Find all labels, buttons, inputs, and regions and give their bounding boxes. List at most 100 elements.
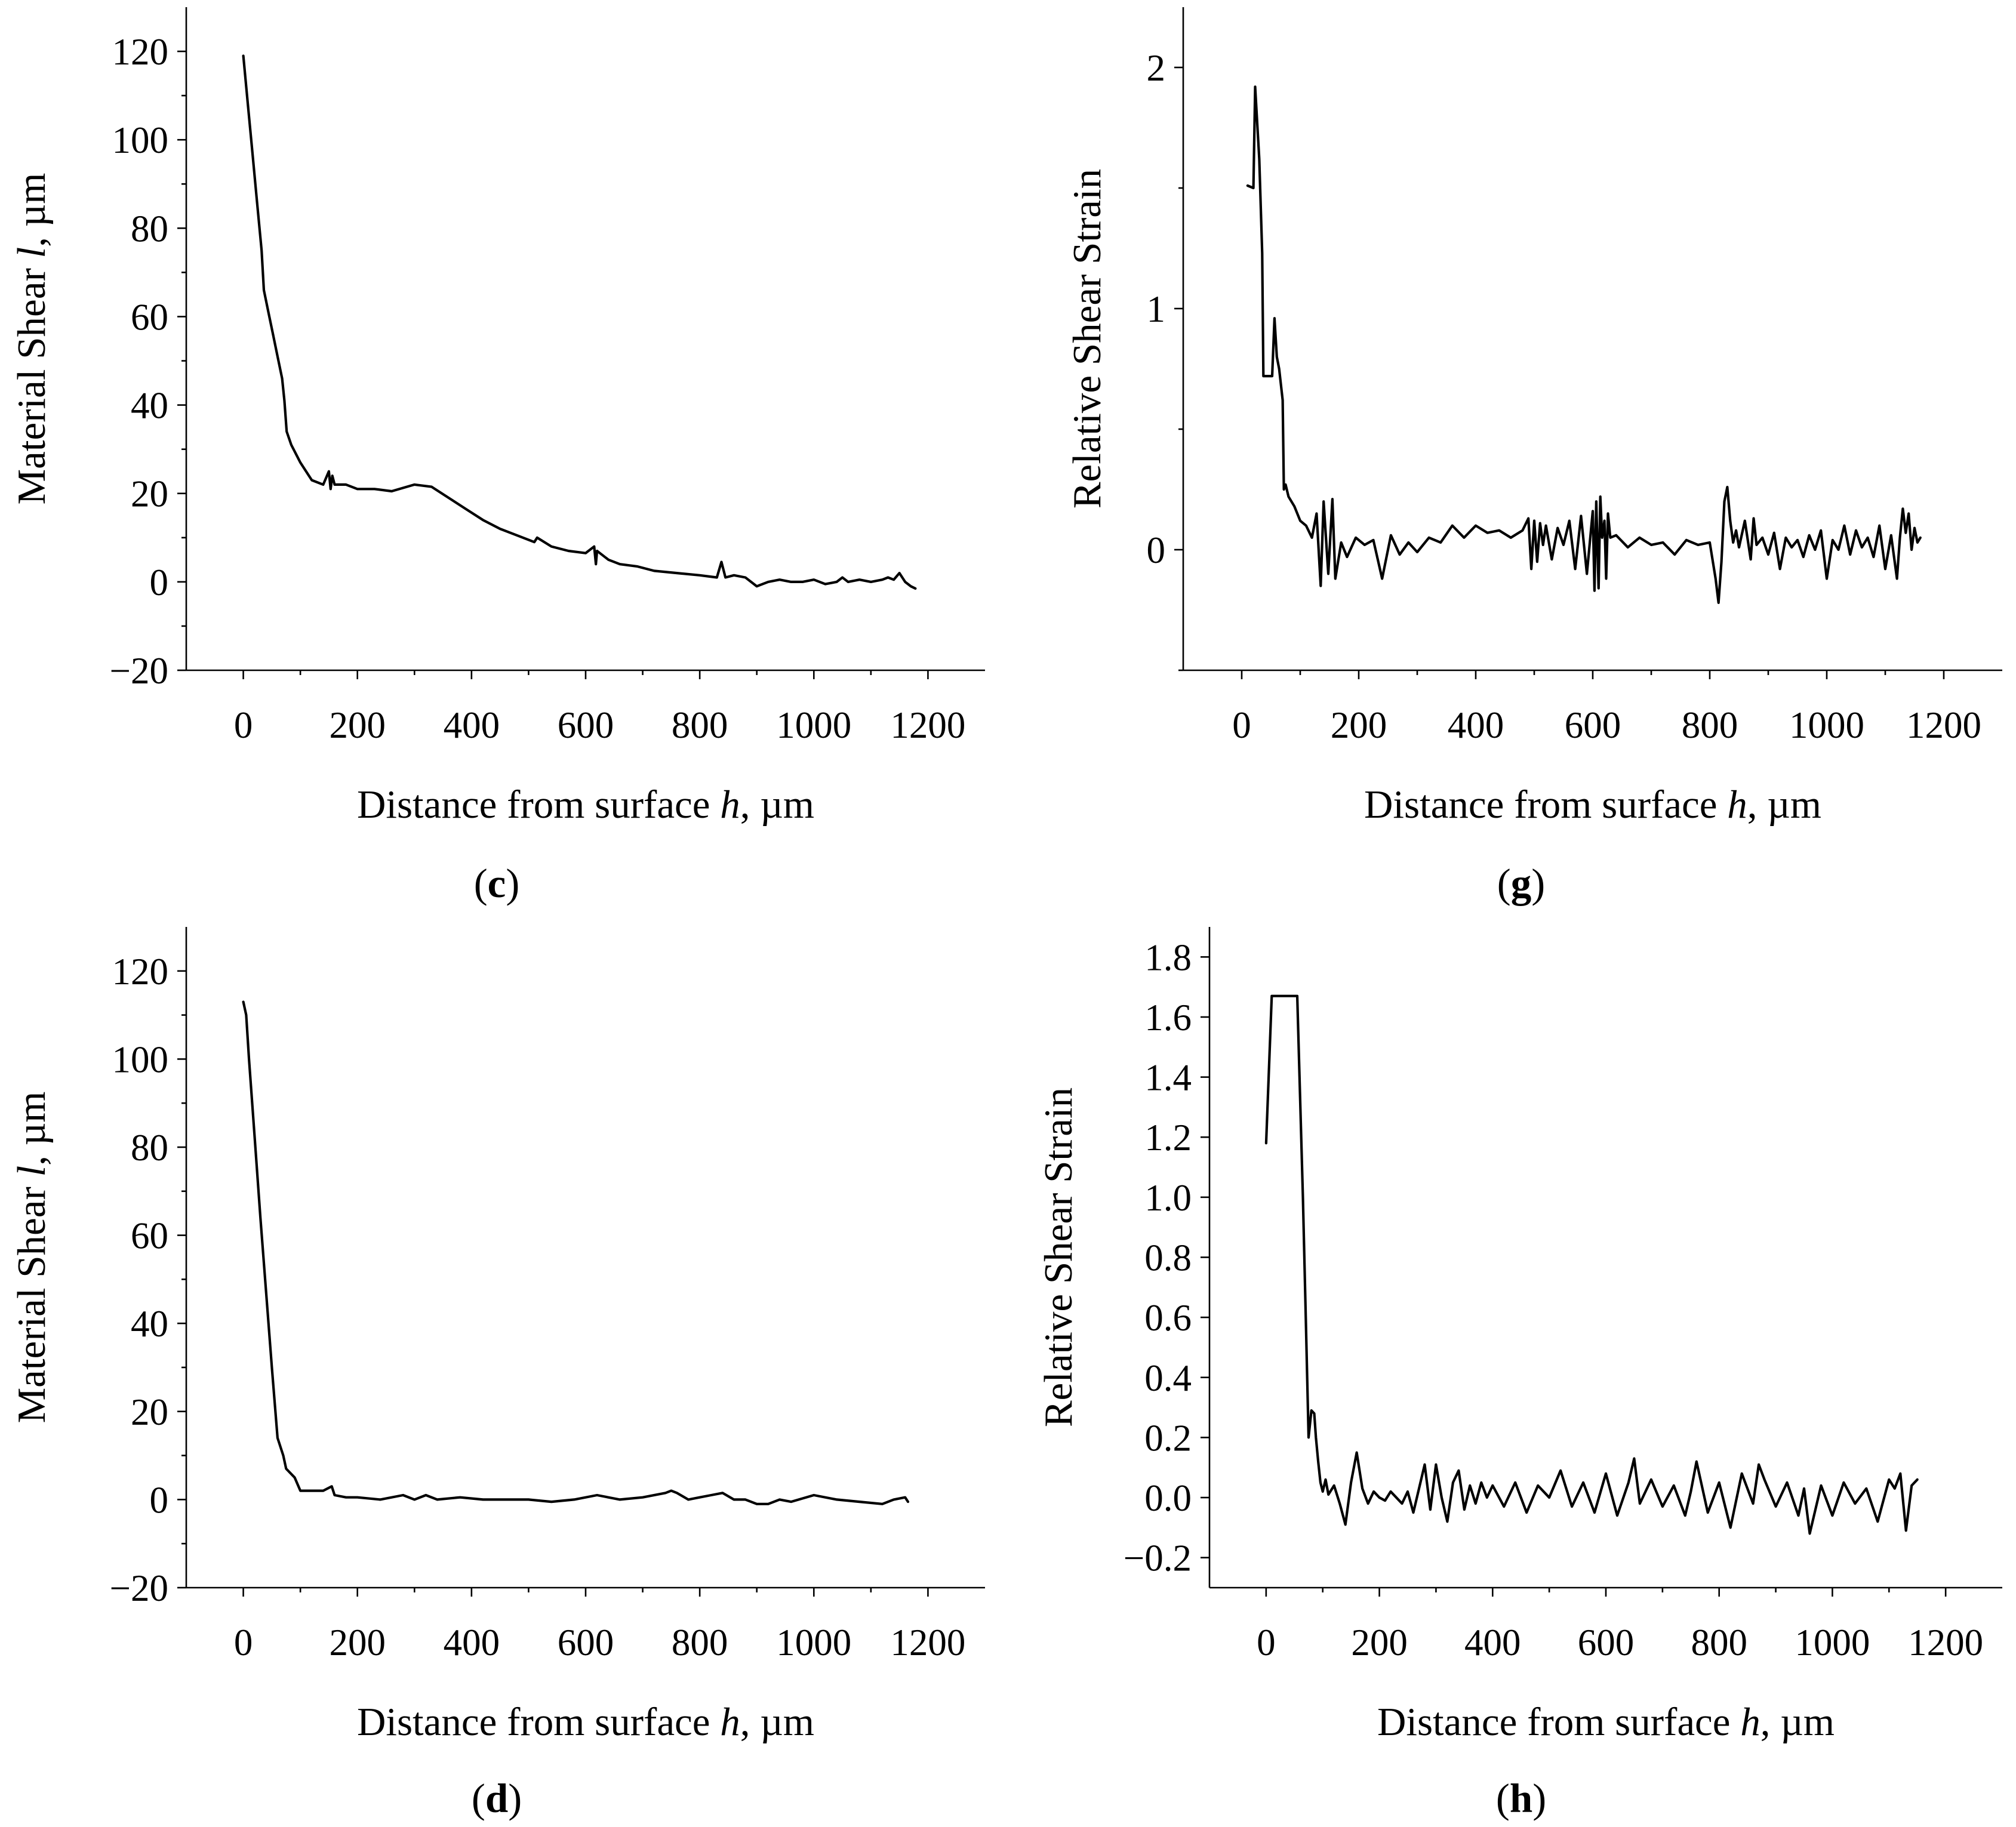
panel-label: (g)	[1497, 861, 1545, 906]
x-tick-label: 0	[234, 1622, 253, 1663]
x-tick-label: 600	[1565, 704, 1621, 746]
y-tick-label: 0.8	[1144, 1237, 1192, 1279]
series-line-h	[1264, 994, 1919, 1535]
x-tick-label: 800	[672, 1622, 728, 1663]
y-tick-label: 80	[131, 208, 168, 249]
x-tick-label: 200	[329, 704, 386, 746]
y-axis-title-part: l	[10, 1166, 54, 1177]
y-tick-label: 0	[150, 562, 169, 603]
x-axis-title-part: , µm	[1760, 1700, 1835, 1744]
x-tick-label: 0	[1257, 1622, 1276, 1663]
y-tick-label: 100	[112, 119, 169, 161]
y-axis-title-part: Relative Shear Strain	[1065, 169, 1109, 509]
x-axis-title-part: h	[1727, 782, 1747, 827]
x-axis-title-part: h	[720, 782, 740, 827]
panel-label-open: (	[472, 1776, 485, 1821]
x-axis-title-part: h	[720, 1700, 740, 1744]
y-axis-title-part: l	[10, 247, 54, 258]
y-axis-title: Relative Shear Strain	[1065, 169, 1109, 509]
x-tick-label: 800	[672, 704, 728, 746]
x-axis-title-part: Distance from surface	[1364, 782, 1727, 827]
x-tick-label: 600	[558, 1622, 614, 1663]
y-tick-label: 20	[131, 1391, 168, 1433]
y-tick-label: 1.6	[1144, 997, 1192, 1039]
y-tick-label: 20	[131, 473, 168, 515]
y-tick-label: −20	[109, 1567, 168, 1609]
y-tick-label: 1.4	[1144, 1057, 1192, 1099]
y-tick-label: 1.0	[1144, 1177, 1192, 1219]
panel-g: 0 1 2 0 200 400 600 800 1000 1200 Distance from su…	[1065, 7, 2002, 906]
x-tick-label: 1000	[1789, 704, 1864, 746]
panel-h: −0.2 0.0 0.2 0.4 0.6 0.8 1.0 1.2 1.4 1.6 1.8 0 200 40…	[1036, 927, 2002, 1821]
y-axis-title: Material Shear l, µm	[10, 173, 54, 505]
x-tick-label: 200	[329, 1622, 386, 1663]
x-axis-title-part: Distance from surface	[357, 1700, 720, 1744]
panel-label-letter: g	[1511, 861, 1532, 906]
x-tick-label: 0	[234, 704, 253, 746]
x-tick-label: 1000	[776, 1622, 851, 1663]
y-tick-label: 0.6	[1144, 1297, 1192, 1339]
y-axis-title-part: , µm	[10, 173, 54, 247]
y-tick-label: 60	[131, 296, 168, 338]
panel-label-open: (	[1496, 1776, 1510, 1821]
x-tick-label: 1000	[776, 704, 851, 746]
x-tick-label: 1200	[1908, 1622, 1983, 1663]
panel-label: (h)	[1496, 1776, 1546, 1821]
y-tick-label: 40	[131, 1303, 168, 1345]
panel-label: (c)	[474, 861, 520, 906]
x-tick-label: 800	[1682, 704, 1738, 746]
y-axis-title: Relative Shear Strain	[1036, 1087, 1081, 1427]
x-tick-label: 400	[444, 1622, 500, 1663]
panel-label-open: (	[474, 861, 488, 906]
x-tick-label: 0	[1232, 704, 1251, 746]
panel-label-letter: d	[485, 1776, 508, 1821]
x-tick-label: 1200	[1906, 704, 1981, 746]
x-tick-label: 600	[1578, 1622, 1635, 1663]
x-axis-title-part: Distance from surface	[1377, 1700, 1740, 1744]
x-axis-title: Distance from surface h, µm	[357, 782, 814, 827]
panel-label-letter: h	[1510, 1776, 1532, 1821]
x-tick-label: 400	[1464, 1622, 1521, 1663]
x-tick-label: 200	[1331, 704, 1387, 746]
series-line-g	[1246, 85, 1922, 605]
x-tick-label: 600	[558, 704, 614, 746]
x-axis-title-part: , µm	[740, 782, 814, 827]
panel-label-close: )	[1531, 861, 1545, 906]
y-tick-label: 0.2	[1144, 1417, 1192, 1459]
panel-label-close: )	[506, 861, 519, 906]
x-axis-title-part: h	[1740, 1700, 1760, 1744]
x-axis-title: Distance from surface h, µm	[1377, 1700, 1835, 1744]
x-axis-title-part: , µm	[1747, 782, 1821, 827]
y-axis-title-part: Material Shear	[10, 258, 54, 504]
panel-label-open: (	[1497, 861, 1511, 906]
x-tick-label: 400	[1448, 704, 1504, 746]
x-axis-title: Distance from surface h, µm	[1364, 782, 1821, 827]
x-axis-title-part: , µm	[740, 1700, 814, 1744]
y-tick-label: 0	[1147, 529, 1166, 571]
y-axis-title-part: Relative Shear Strain	[1036, 1087, 1081, 1427]
panel-label: (d)	[472, 1776, 522, 1821]
y-tick-label: 1.2	[1144, 1117, 1192, 1159]
y-tick-label: 100	[112, 1039, 169, 1080]
y-tick-label: 60	[131, 1215, 168, 1257]
series-line-d	[242, 1000, 910, 1505]
y-tick-label: −20	[109, 650, 168, 692]
panel-label-close: )	[508, 1776, 522, 1821]
y-axis-title-part: , µm	[10, 1092, 54, 1166]
y-tick-label: 40	[131, 385, 168, 427]
x-axis-title-part: Distance from surface	[357, 782, 720, 827]
x-tick-label: 1200	[890, 704, 965, 746]
y-tick-label: −0.2	[1124, 1538, 1192, 1579]
y-axis-title: Material Shear l, µm	[10, 1092, 54, 1424]
y-tick-label: 1.8	[1144, 936, 1192, 978]
x-tick-label: 200	[1351, 1622, 1408, 1663]
panel-label-letter: c	[488, 861, 506, 906]
y-axis-title-part: Material Shear	[10, 1176, 54, 1423]
y-tick-label: 0.4	[1144, 1357, 1192, 1399]
y-tick-label: 1	[1147, 288, 1166, 330]
y-tick-label: 2	[1147, 47, 1166, 89]
panel-label-close: )	[1532, 1776, 1546, 1821]
y-tick-label: 120	[112, 31, 169, 73]
